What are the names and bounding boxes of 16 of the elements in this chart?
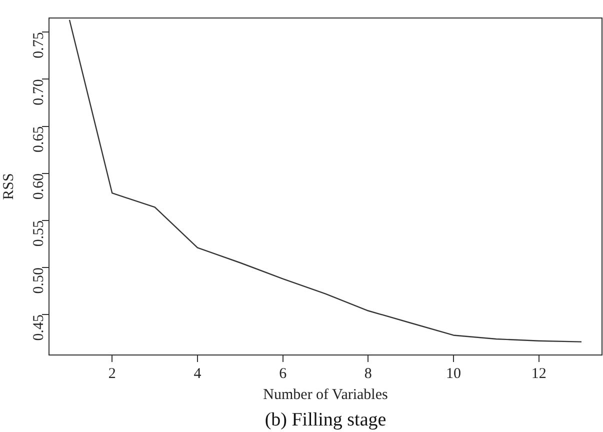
y-tick-label: 0.45 [30, 314, 47, 341]
y-tick-label: 0.70 [30, 79, 47, 106]
y-axis-title: RSS [0, 173, 17, 200]
y-tick-label: 0.60 [30, 173, 47, 200]
y-tick-label: 0.55 [30, 220, 47, 247]
y-tick-label: 0.75 [30, 32, 47, 58]
text: (b) Filling stage [264, 409, 386, 430]
y-tick-label: 0.65 [30, 126, 47, 153]
x-tick-label: 4 [194, 366, 202, 382]
x-tick-label: 12 [531, 366, 546, 382]
x-tick-label: 10 [446, 366, 462, 382]
x-tick-label: 6 [279, 366, 288, 382]
x-tick-label: 8 [364, 366, 372, 382]
y-tick-label: 0.50 [30, 267, 47, 294]
x-axis-title: Number of Variables [263, 386, 388, 403]
x-tick-label: 2 [108, 366, 116, 382]
